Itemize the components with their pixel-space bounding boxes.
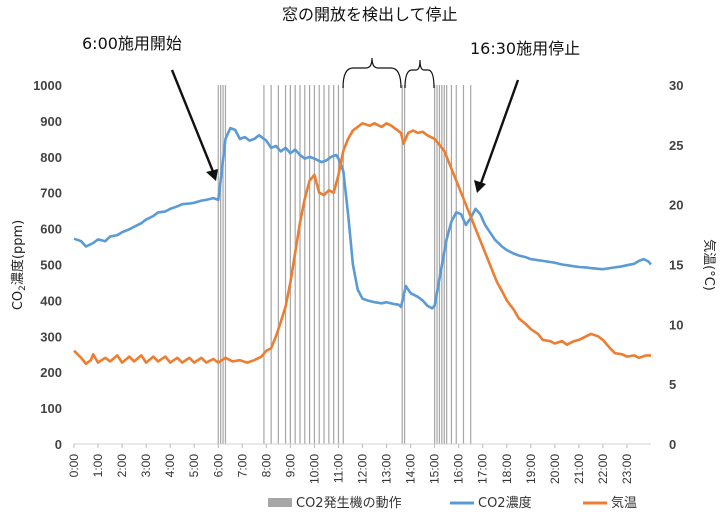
left-axis-ticks: 0 100 200 300 400 500 600 700 800 900 1000: [33, 78, 62, 452]
x-tick-label-2: 2:00: [115, 454, 129, 478]
x-tick-label-8: 8:00: [259, 454, 273, 478]
x-tick-label-20: 20:00: [548, 454, 562, 484]
generator-operation-bars: [217, 85, 472, 444]
left-axis-title-rest: 濃度(ppm): [10, 220, 26, 285]
left-axis-title: CO2濃度(ppm): [10, 220, 28, 310]
x-tick-label-6: 6:00: [211, 454, 225, 478]
x-tick-label-21: 21:00: [572, 454, 586, 484]
x-tick-label-12: 12:00: [356, 454, 370, 484]
right-tick-label-0: 0: [669, 437, 676, 452]
x-tick-label-4: 4:00: [163, 454, 177, 478]
legend-label-co2: CO2濃度: [478, 495, 532, 511]
series-layer: [73, 122, 653, 366]
x-tick-label-13: 13:00: [380, 454, 394, 484]
annotation-window: 窓の開放を検出して停止: [282, 5, 458, 24]
x-tick-label-14: 14:00: [404, 454, 418, 484]
annotation-arrowhead-start: [206, 169, 218, 181]
x-tick-label-16: 16:00: [452, 454, 466, 484]
annotation-arrow-start: [170, 69, 216, 175]
left-tick-label-6: 600: [40, 222, 62, 237]
left-tick-label-1: 100: [40, 401, 62, 416]
x-tick-label-0: 0:00: [67, 454, 81, 478]
left-axis-title-main: CO: [11, 291, 26, 310]
x-tick-label-10: 10:00: [307, 454, 321, 484]
left-tick-label-3: 300: [40, 329, 62, 344]
x-tick-label-7: 7:00: [235, 454, 249, 478]
left-tick-label-10: 1000: [33, 78, 62, 93]
right-tick-label-6: 30: [669, 78, 683, 93]
left-tick-label-2: 200: [40, 365, 62, 380]
annotation-arrow-stop: [478, 79, 520, 187]
legend-label-generator: CO2発生機の動作: [296, 496, 402, 511]
x-tick-label-3: 3:00: [139, 454, 153, 478]
left-tick-label-0: 0: [55, 437, 62, 452]
x-tick-label-23: 23:00: [620, 454, 634, 484]
left-tick-label-7: 700: [40, 186, 62, 201]
right-axis-ticks: 0 5 10 15 20 25 30: [669, 78, 683, 452]
x-tick-label-17: 17:00: [476, 454, 490, 484]
annotation-arrowhead-stop: [474, 180, 486, 193]
left-tick-label-4: 400: [40, 293, 62, 308]
x-tick-label-1: 1:00: [91, 454, 105, 478]
x-tick-label-5: 5:00: [187, 454, 201, 478]
right-tick-label-3: 15: [669, 258, 683, 273]
right-tick-label-1: 5: [669, 377, 676, 392]
x-tick-label-18: 18:00: [500, 454, 514, 484]
legend: CO2発生機の動作 CO2濃度 気温: [268, 495, 637, 511]
left-tick-label-8: 800: [40, 150, 62, 165]
series-line-temperature: [73, 122, 651, 366]
x-tick-label-15: 15:00: [428, 454, 442, 484]
x-axis-ticks: 0:00 1:00 2:00 3:00 4:00 5:00 6:00 7:00 8:00 9:00…: [67, 444, 634, 484]
brace-left: [342, 57, 402, 89]
annotation-stop: 16:30施用停止: [470, 39, 580, 58]
right-tick-label-5: 25: [669, 138, 683, 153]
left-tick-label-5: 500: [40, 258, 62, 273]
left-axis-title-sub: 2: [18, 285, 28, 291]
right-tick-label-2: 10: [669, 317, 683, 332]
x-tick-label-19: 19:00: [524, 454, 538, 484]
legend-label-temperature: 気温: [611, 495, 637, 511]
left-tick-label-9: 900: [40, 114, 62, 129]
right-axis-title: 気温(°C): [701, 239, 717, 291]
x-tick-label-11: 11:00: [331, 454, 345, 483]
annotation-start: 6:00施用開始: [82, 34, 182, 53]
series-line-co2: [73, 126, 653, 310]
x-tick-label-9: 9:00: [283, 454, 297, 478]
legend-swatch-generator: [268, 498, 292, 507]
right-tick-label-4: 20: [669, 198, 683, 213]
brace-right: [404, 59, 435, 89]
x-tick-label-22: 22:00: [596, 454, 610, 484]
